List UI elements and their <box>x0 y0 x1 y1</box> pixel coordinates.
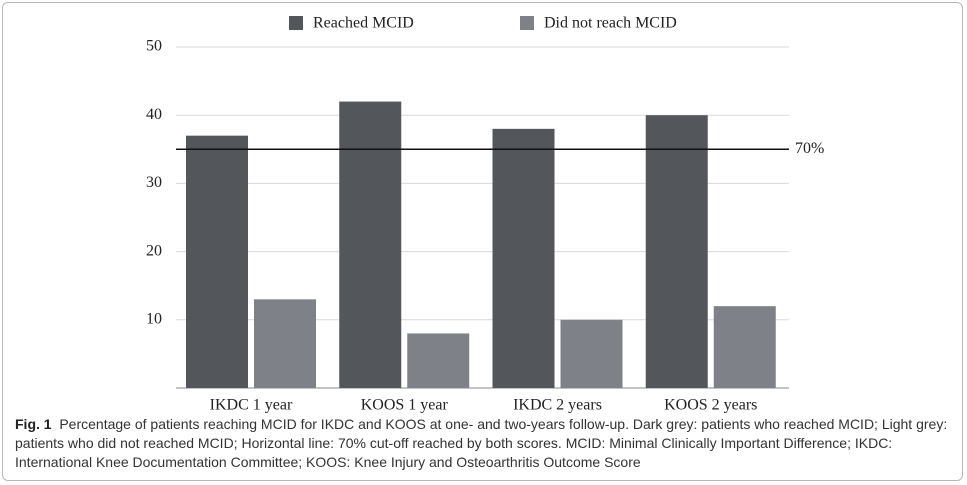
chart: 10 20 30 40 50 Reached MCID Did not reach MCID… <box>146 15 824 414</box>
legend-label: Reached MCID <box>313 15 414 32</box>
reference-label: 70% <box>795 140 824 157</box>
y-tick-label: 30 <box>146 174 162 191</box>
legend-swatch <box>520 16 534 30</box>
bar <box>645 115 708 388</box>
x-tick-label: KOOS 1 year <box>361 397 449 414</box>
bar <box>560 319 623 388</box>
y-tick-label: 50 <box>146 38 162 55</box>
y-tick-label: 40 <box>146 106 162 123</box>
bar <box>339 101 402 388</box>
x-tick-label: IKDC 1 year <box>210 397 293 414</box>
bar <box>186 135 248 388</box>
bar <box>254 299 316 388</box>
y-tick-label: 20 <box>146 242 162 259</box>
bar <box>407 333 470 388</box>
caption: Fig. 1 Percentage of patients reaching M… <box>15 415 955 472</box>
y-tick-label: 10 <box>146 310 162 327</box>
caption-text: Percentage of patients reaching MCID for… <box>15 416 948 470</box>
x-tick-label: IKDC 2 years <box>513 397 602 414</box>
x-tick-label: KOOS 2 years <box>664 397 757 414</box>
bar <box>492 128 555 388</box>
caption-label: Fig. 1 <box>15 416 52 432</box>
bar <box>713 306 776 388</box>
legend-swatch <box>289 16 303 30</box>
legend-label: Did not reach MCID <box>544 15 677 32</box>
